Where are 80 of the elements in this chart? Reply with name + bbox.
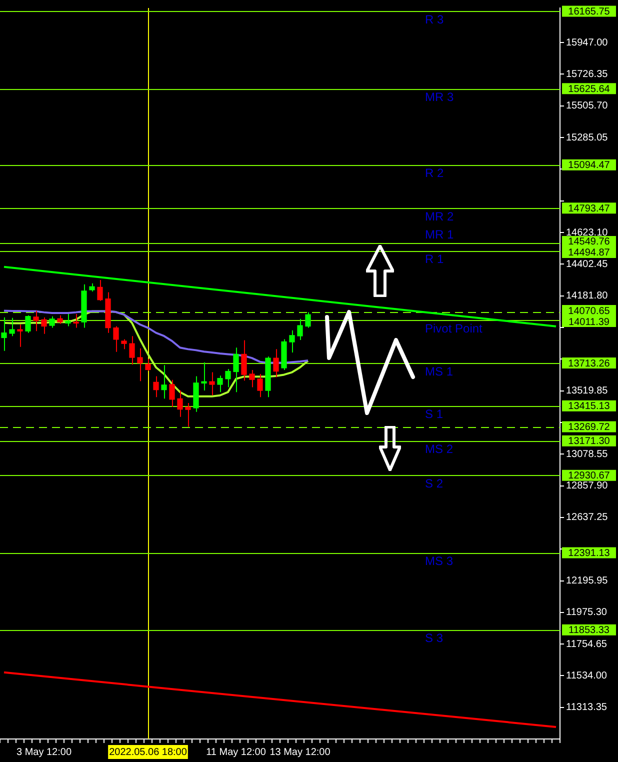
annotation: MR 3: [425, 90, 454, 104]
y-tick-label: 15726.35: [566, 68, 608, 80]
ref-line-label: 14011.39: [568, 316, 610, 328]
candlestick: [209, 372, 215, 396]
candlestick: [25, 314, 31, 334]
ref-line-label: 12930.67: [568, 470, 610, 482]
candlestick: [121, 338, 127, 350]
candlestick: [273, 348, 279, 378]
candlestick: [33, 310, 39, 332]
candlestick: [297, 318, 303, 340]
x-tick-label: 11 May 12:00: [206, 746, 266, 758]
candlestick: [1, 316, 7, 352]
y-tick-label: 13519.85: [566, 386, 608, 397]
candlestick: [49, 316, 55, 328]
y-tick-label: 15505.70: [566, 100, 608, 112]
annotation: R 3: [425, 12, 444, 27]
candlestick: [233, 347, 239, 393]
candlestick: [169, 379, 175, 408]
ref-line-label: 13415.13: [568, 401, 610, 412]
ref-line-label: 11853.33: [568, 625, 610, 636]
ref-line-label: 14793.47: [568, 203, 610, 214]
annotation: MR 2: [425, 209, 454, 224]
candlestick: [241, 340, 247, 382]
y-tick-label: 15947.00: [566, 37, 608, 48]
annotation: S 3: [425, 631, 444, 646]
candlestick: [161, 364, 167, 400]
candlestick: [153, 376, 159, 398]
annotation: MS 2: [425, 442, 454, 456]
ref-line-label: 14549.76: [568, 236, 610, 248]
y-tick-label: 14402.45: [566, 258, 608, 270]
ref-line-label: 14070.65: [568, 306, 610, 317]
y-tick-label: 15285.05: [566, 132, 608, 144]
y-tick-label: 12637.25: [566, 512, 608, 524]
candlestick: [129, 336, 135, 366]
annotation: MR 1: [425, 227, 454, 242]
ref-line-label: 15625.64: [568, 84, 610, 95]
candlestick: [113, 326, 119, 352]
annotation: Pivot Point: [425, 322, 484, 336]
y-tick-label: 14181.80: [566, 290, 608, 302]
candlestick: [257, 374, 263, 398]
x-tick-label: 3 May 12:00: [16, 746, 72, 758]
ref-line-label: 13713.26: [568, 358, 610, 370]
ref-line-label: 13269.72: [568, 422, 610, 433]
annotation: S 1: [425, 407, 444, 422]
x-tick-label: 2022.05.06 18:00: [109, 746, 188, 758]
candlestick: [217, 375, 223, 393]
candlestick: [289, 330, 295, 353]
candlestick: [225, 368, 231, 388]
candlestick: [201, 362, 207, 391]
candlestick: [185, 402, 191, 428]
y-tick-label: 11534.00: [566, 670, 608, 682]
candlestick: [97, 280, 103, 302]
candlestick: [73, 314, 79, 328]
x-tick-label: 13 May 12:00: [270, 746, 331, 758]
annotation: MS 3: [425, 554, 454, 568]
candlestick: [9, 317, 15, 337]
ref-line-label: 16165.75: [568, 6, 610, 18]
y-tick-label: 14623.10: [566, 227, 608, 238]
annotation: S 2: [425, 476, 444, 491]
y-tick-label: 11754.65: [566, 638, 608, 650]
candlestick: [249, 369, 255, 388]
y-tick-label: 12857.90: [566, 480, 608, 492]
y-tick-label: 12195.95: [566, 576, 608, 587]
candlestick: [17, 324, 23, 348]
candlestick: [137, 348, 143, 382]
annotation: R 2: [425, 166, 444, 180]
annotation: R 1: [425, 252, 444, 266]
candlestick: [145, 358, 151, 372]
candlestick: [41, 316, 47, 334]
candlestick: [65, 314, 71, 327]
y-tick-label: 11975.30: [566, 607, 608, 618]
candlestick: [305, 312, 311, 328]
ref-line-label: 14494.87: [568, 248, 610, 259]
y-tick-label: 11313.35: [566, 702, 608, 714]
ref-line-label: 13171.30: [568, 436, 610, 448]
annotation: MS 1: [425, 364, 454, 378]
y-tick-label: 13078.55: [566, 448, 608, 460]
ref-line-label: 15094.47: [568, 160, 610, 172]
candlestick: [177, 390, 183, 418]
ref-line-label: 12391.13: [568, 548, 610, 559]
